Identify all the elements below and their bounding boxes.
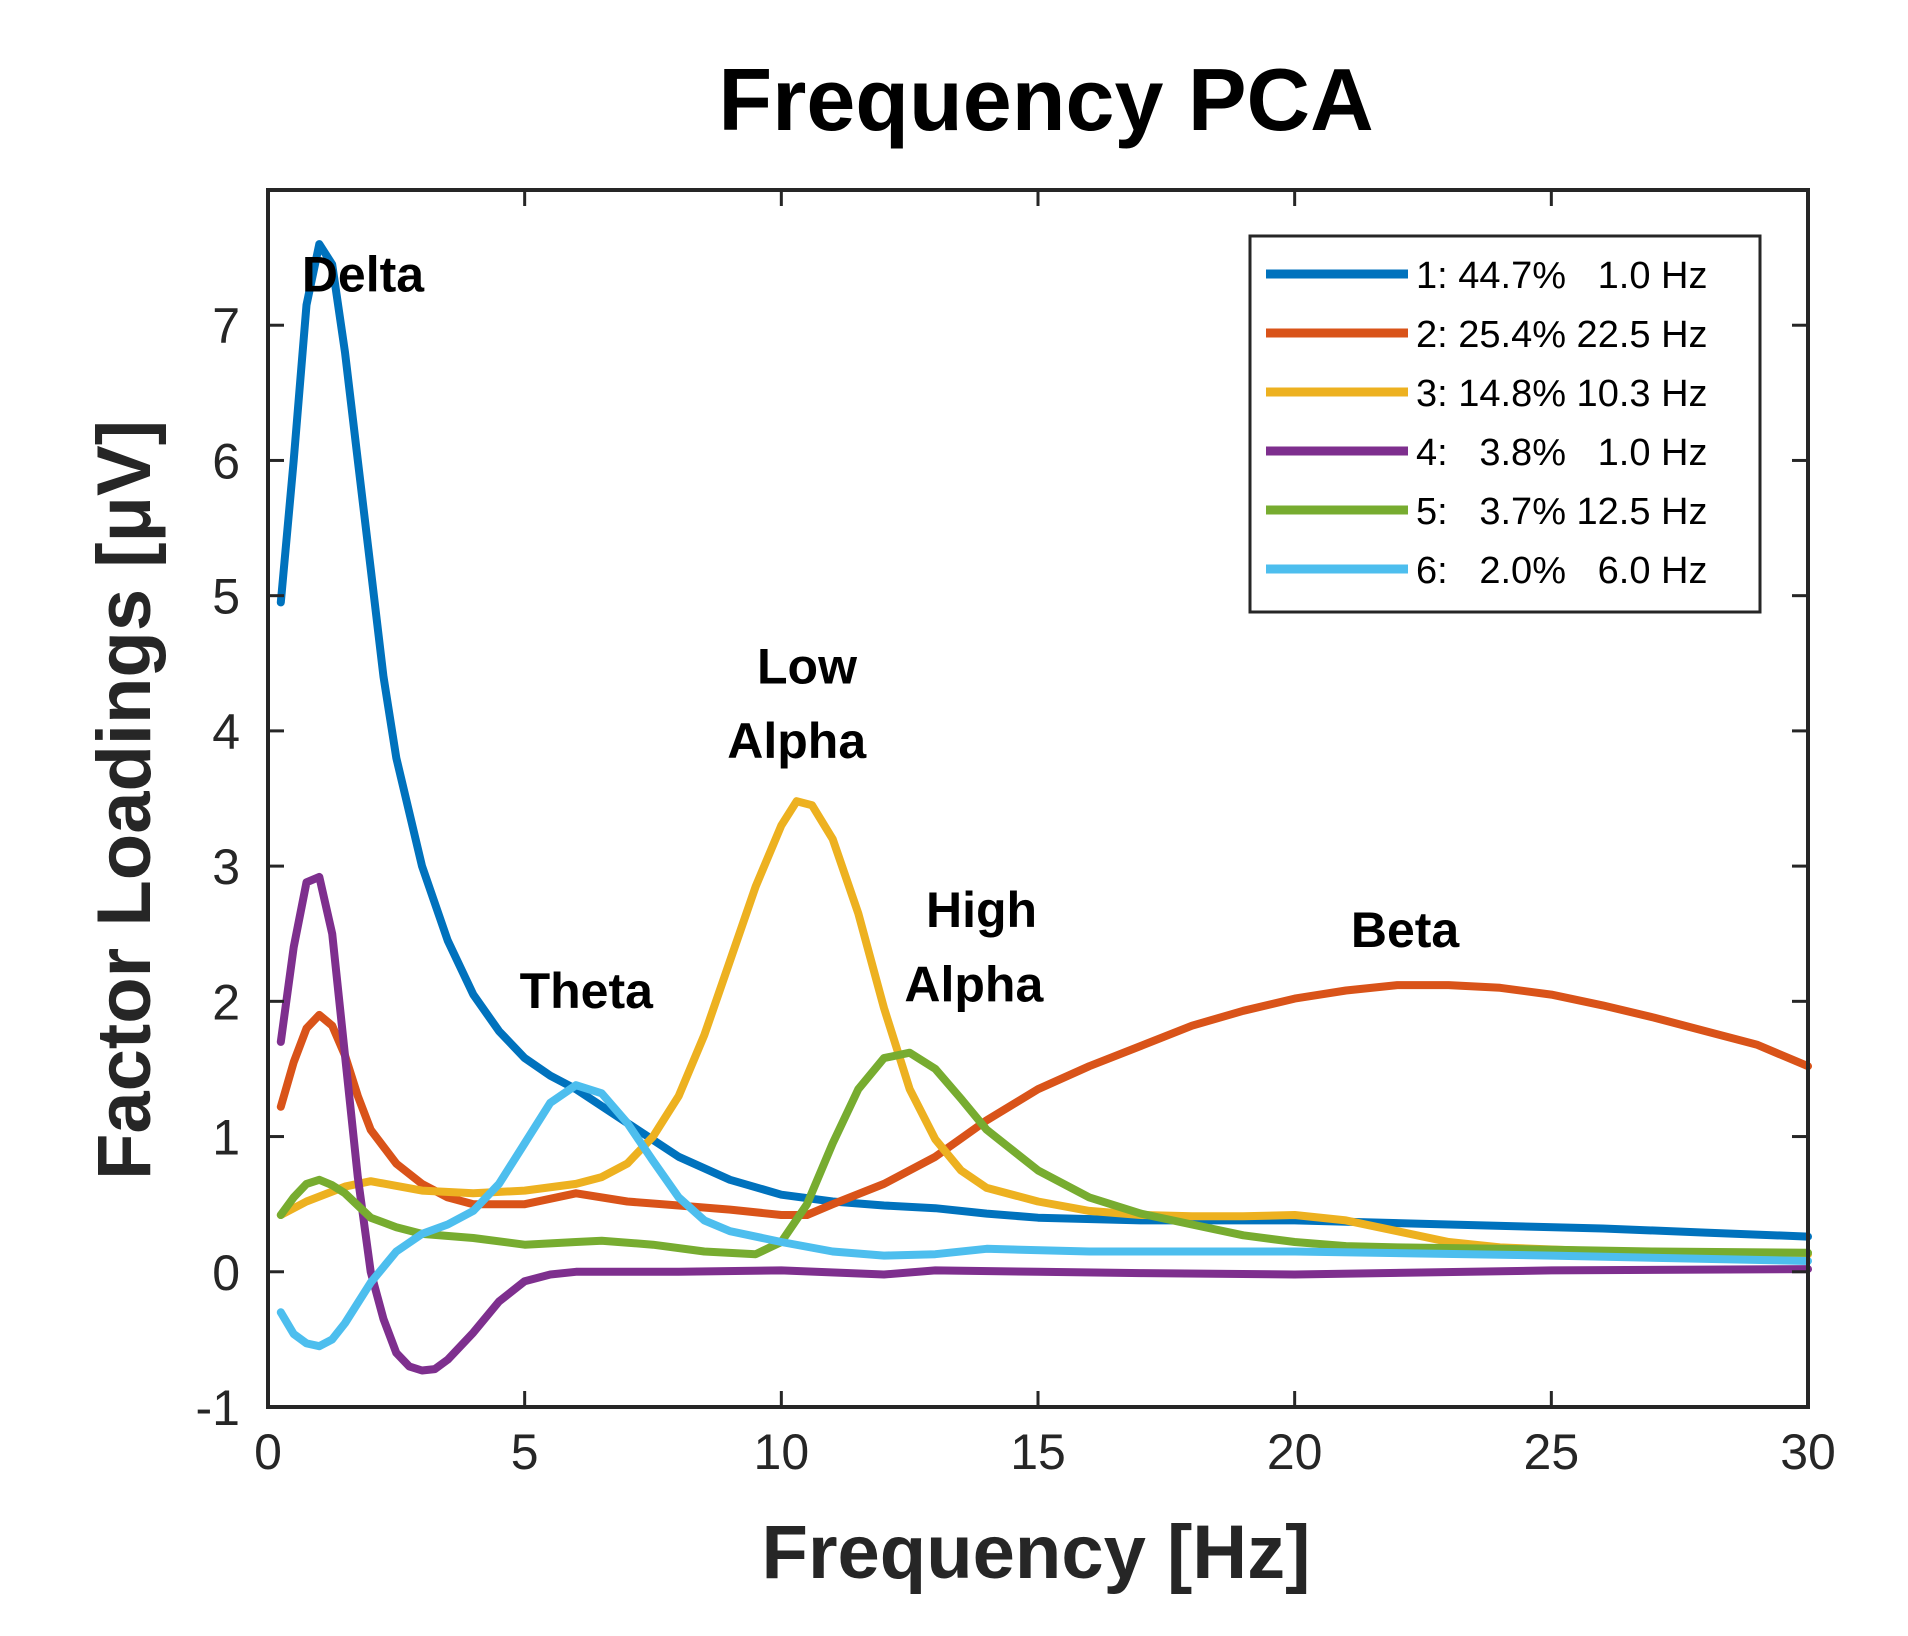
x-tick-label: 30 [1780,1424,1836,1480]
legend: 1: 44.7% 1.0 Hz 2: 25.4% 22.5 Hz 3: 14.8% … [1248,234,1762,614]
y-tick-label: 0 [212,1245,240,1301]
annotation-label: Delta [302,246,425,302]
annotation-label: Beta [1351,902,1461,958]
legend-entry-label: 5: 3.7% 12.5 Hz [1416,491,1708,533]
annotation-label: Low [757,639,857,695]
legend-entry-label: 1: 44.7% 1.0 Hz [1416,255,1708,297]
series-line-1 [276,240,1812,1241]
annotation-label: Alpha [727,713,867,769]
x-tick-label: 0 [254,1424,282,1480]
y-tick-label: -1 [196,1380,240,1436]
legend-box [1248,234,1762,614]
y-tick-label: 6 [212,433,240,489]
x-axis-label: Frequency [Hz] [762,1510,1311,1595]
annotation-label: Theta [520,963,655,1019]
legend-entry-label: 4: 3.8% 1.0 Hz [1416,432,1707,474]
y-tick-label: 3 [212,839,240,895]
y-tick-label: 7 [212,298,240,354]
chart-title: Frequency PCA [718,50,1373,149]
legend-entry-label: 6: 2.0% 6.0 Hz [1416,550,1707,592]
series-line-2 [276,981,1812,1219]
y-tick-label: 4 [212,704,240,760]
annotation-label: Alpha [904,956,1044,1012]
y-tick-label: 2 [212,974,240,1030]
series-line-5 [276,1048,1812,1259]
legend-entry-label: 3: 14.8% 10.3 Hz [1416,373,1708,415]
series-line-4 [276,872,1812,1375]
x-tick-label: 20 [1267,1424,1323,1480]
series-line-6 [276,1081,1812,1351]
series-line-3 [276,797,1812,1259]
y-tick-label: 5 [212,569,240,625]
y-axis-label: Factor Loadings [μV] [82,420,167,1180]
x-tick-label: 5 [511,1424,539,1480]
x-tick-label: 10 [754,1424,810,1480]
y-tick-label: 1 [212,1110,240,1166]
legend-entry-label: 2: 25.4% 22.5 Hz [1416,314,1708,356]
x-tick-label: 15 [1010,1424,1066,1480]
x-tick-label: 25 [1524,1424,1580,1480]
annotation-label: High [926,882,1037,938]
